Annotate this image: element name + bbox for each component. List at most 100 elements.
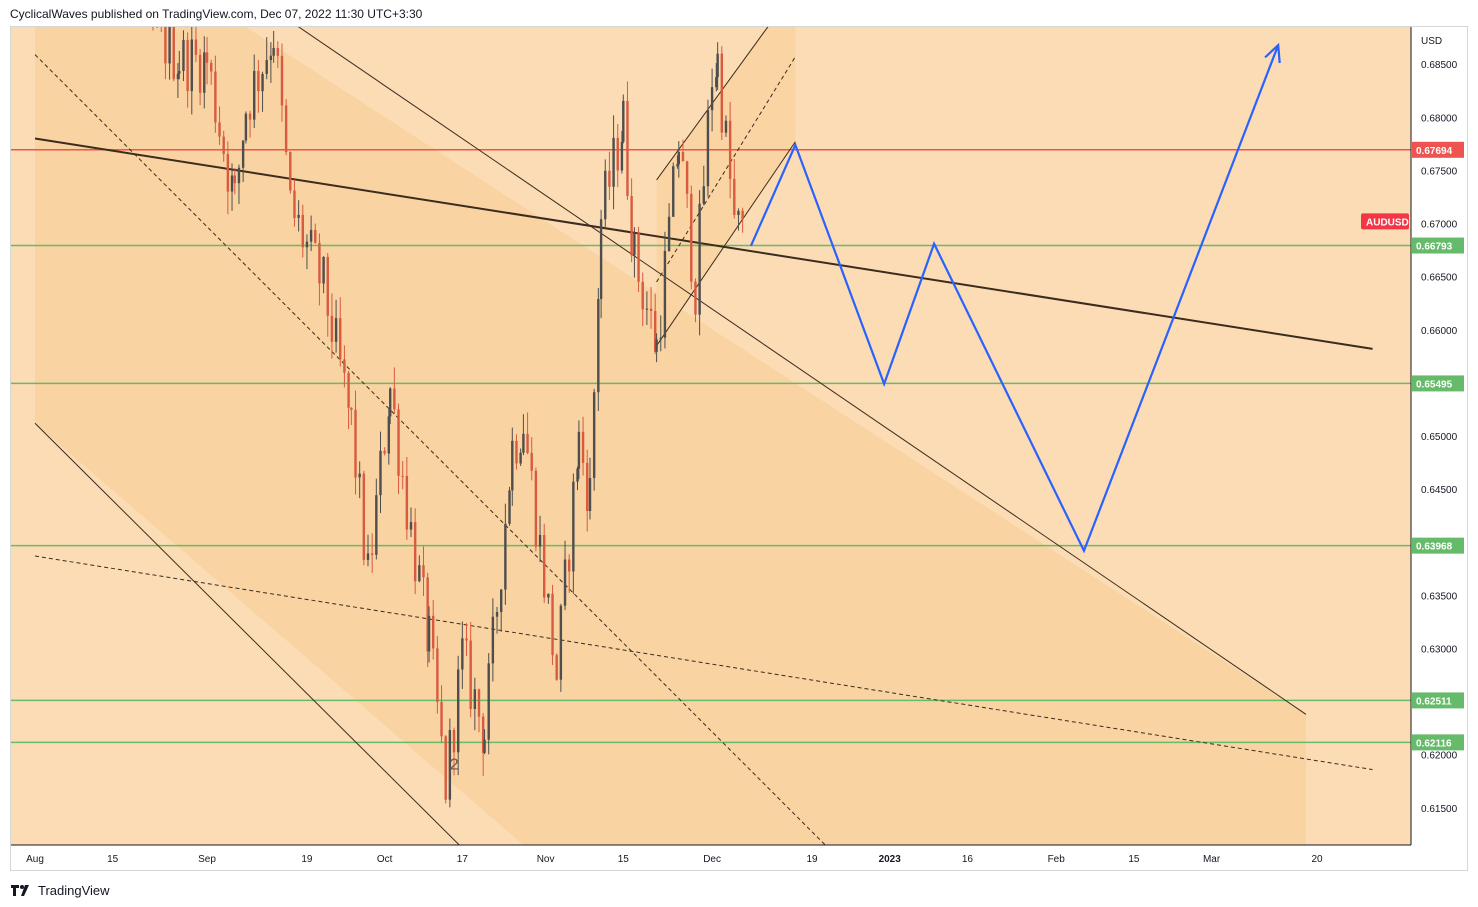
candle bbox=[473, 677, 477, 731]
level-badges: 0.67694 0.66793 0.65495 0.63968 0.62511 0.621… bbox=[1361, 141, 1464, 751]
candle-body bbox=[322, 256, 325, 284]
candle-body bbox=[284, 105, 288, 153]
candle-body bbox=[354, 409, 357, 478]
trendline-2 bbox=[34, 422, 486, 870]
candle bbox=[401, 460, 404, 490]
candle-body bbox=[164, 27, 167, 64]
candle-body bbox=[663, 250, 667, 338]
candle-body bbox=[741, 210, 744, 220]
candle-body bbox=[724, 120, 728, 133]
candle bbox=[436, 636, 439, 714]
candle bbox=[330, 293, 334, 359]
candle bbox=[676, 155, 679, 169]
candle-body bbox=[526, 433, 529, 453]
candle-body bbox=[477, 689, 481, 717]
time-tick-label: 15 bbox=[107, 854, 119, 865]
level-badge-bg bbox=[1412, 692, 1464, 709]
candle-body bbox=[272, 48, 275, 56]
price-chart[interactable]: 2 USD 0.68500 0.68000 0.67500 0.67000 0.6650… bbox=[11, 27, 1468, 871]
candle bbox=[186, 32, 189, 108]
candle-body bbox=[572, 481, 575, 572]
candle-body bbox=[233, 175, 236, 184]
candle bbox=[418, 555, 421, 583]
currency-label: USD bbox=[1421, 36, 1442, 47]
price-tick-label: 0.66500 bbox=[1421, 273, 1458, 284]
candle-body bbox=[226, 154, 230, 192]
candle-body bbox=[495, 612, 499, 617]
candle bbox=[477, 688, 481, 733]
candle-body bbox=[616, 137, 619, 171]
level-badge-bg bbox=[1412, 537, 1464, 554]
candle bbox=[515, 434, 518, 470]
candle-body bbox=[405, 475, 409, 530]
trendline-1 bbox=[297, 27, 1307, 715]
candle-body bbox=[269, 55, 273, 61]
time-tick-label: 2023 bbox=[879, 854, 902, 865]
candle-body bbox=[481, 716, 485, 753]
candle-body bbox=[334, 318, 338, 342]
candle bbox=[379, 431, 382, 514]
price-tick-label: 0.63000 bbox=[1421, 644, 1458, 655]
level-badge-label: 0.62511 bbox=[1416, 696, 1452, 707]
candle bbox=[248, 110, 252, 138]
time-tick-label: 19 bbox=[301, 854, 313, 865]
candle bbox=[203, 36, 206, 109]
candle bbox=[347, 370, 350, 430]
candle bbox=[397, 403, 400, 495]
candle bbox=[444, 735, 447, 804]
candle-body bbox=[358, 473, 361, 478]
candle-body bbox=[241, 140, 245, 168]
symbol-badge-label: AUDUSD bbox=[1366, 217, 1409, 228]
candle bbox=[241, 140, 245, 183]
candle-body bbox=[461, 638, 464, 670]
candle bbox=[413, 508, 417, 595]
candle-body bbox=[343, 359, 346, 373]
level-badge-label: 0.66793 bbox=[1416, 242, 1453, 253]
candle bbox=[608, 151, 611, 200]
candle bbox=[339, 297, 342, 367]
time-tick-label: Dec bbox=[703, 854, 721, 865]
candle-body bbox=[465, 638, 468, 641]
price-tick-label: 0.66000 bbox=[1421, 326, 1458, 337]
symbol-badge: AUDUSD bbox=[1361, 213, 1409, 230]
candle-body bbox=[534, 470, 538, 547]
trendline-7 bbox=[656, 141, 796, 346]
candle-body bbox=[519, 452, 522, 464]
candle bbox=[620, 130, 624, 174]
candle-body bbox=[720, 53, 724, 133]
candle bbox=[728, 101, 732, 199]
candle-body bbox=[622, 100, 625, 142]
candle-body bbox=[265, 60, 268, 74]
candle-body bbox=[612, 137, 615, 187]
candle-body bbox=[543, 534, 546, 598]
candle-body bbox=[473, 689, 477, 710]
chart-panel[interactable]: 2 USD 0.68500 0.68000 0.67500 0.67000 0.6650… bbox=[10, 26, 1468, 871]
candle bbox=[577, 420, 581, 480]
trendline-0 bbox=[34, 137, 1373, 350]
footer-brand: TradingView bbox=[38, 882, 110, 898]
candle bbox=[427, 606, 431, 663]
candle bbox=[543, 523, 546, 603]
level-badge-1: 0.66793 bbox=[1412, 237, 1464, 254]
candle-body bbox=[690, 193, 693, 282]
level-badge-label: 0.63968 bbox=[1416, 542, 1453, 553]
candle-body bbox=[218, 122, 221, 137]
candle-body bbox=[318, 242, 321, 284]
candle bbox=[659, 315, 662, 352]
candle-body bbox=[733, 178, 736, 216]
candle bbox=[522, 414, 525, 456]
candle bbox=[555, 653, 558, 681]
candle-body bbox=[214, 71, 217, 123]
candle-body bbox=[194, 39, 198, 55]
candle bbox=[710, 68, 714, 132]
candle bbox=[182, 30, 185, 82]
candle-body bbox=[604, 170, 607, 220]
candle bbox=[655, 333, 658, 363]
candle-body bbox=[655, 339, 658, 352]
candle-body bbox=[706, 110, 710, 187]
candle bbox=[456, 655, 460, 776]
candle-body bbox=[387, 416, 391, 454]
candle bbox=[326, 252, 329, 337]
candle-body bbox=[190, 39, 193, 92]
candle bbox=[737, 208, 740, 231]
